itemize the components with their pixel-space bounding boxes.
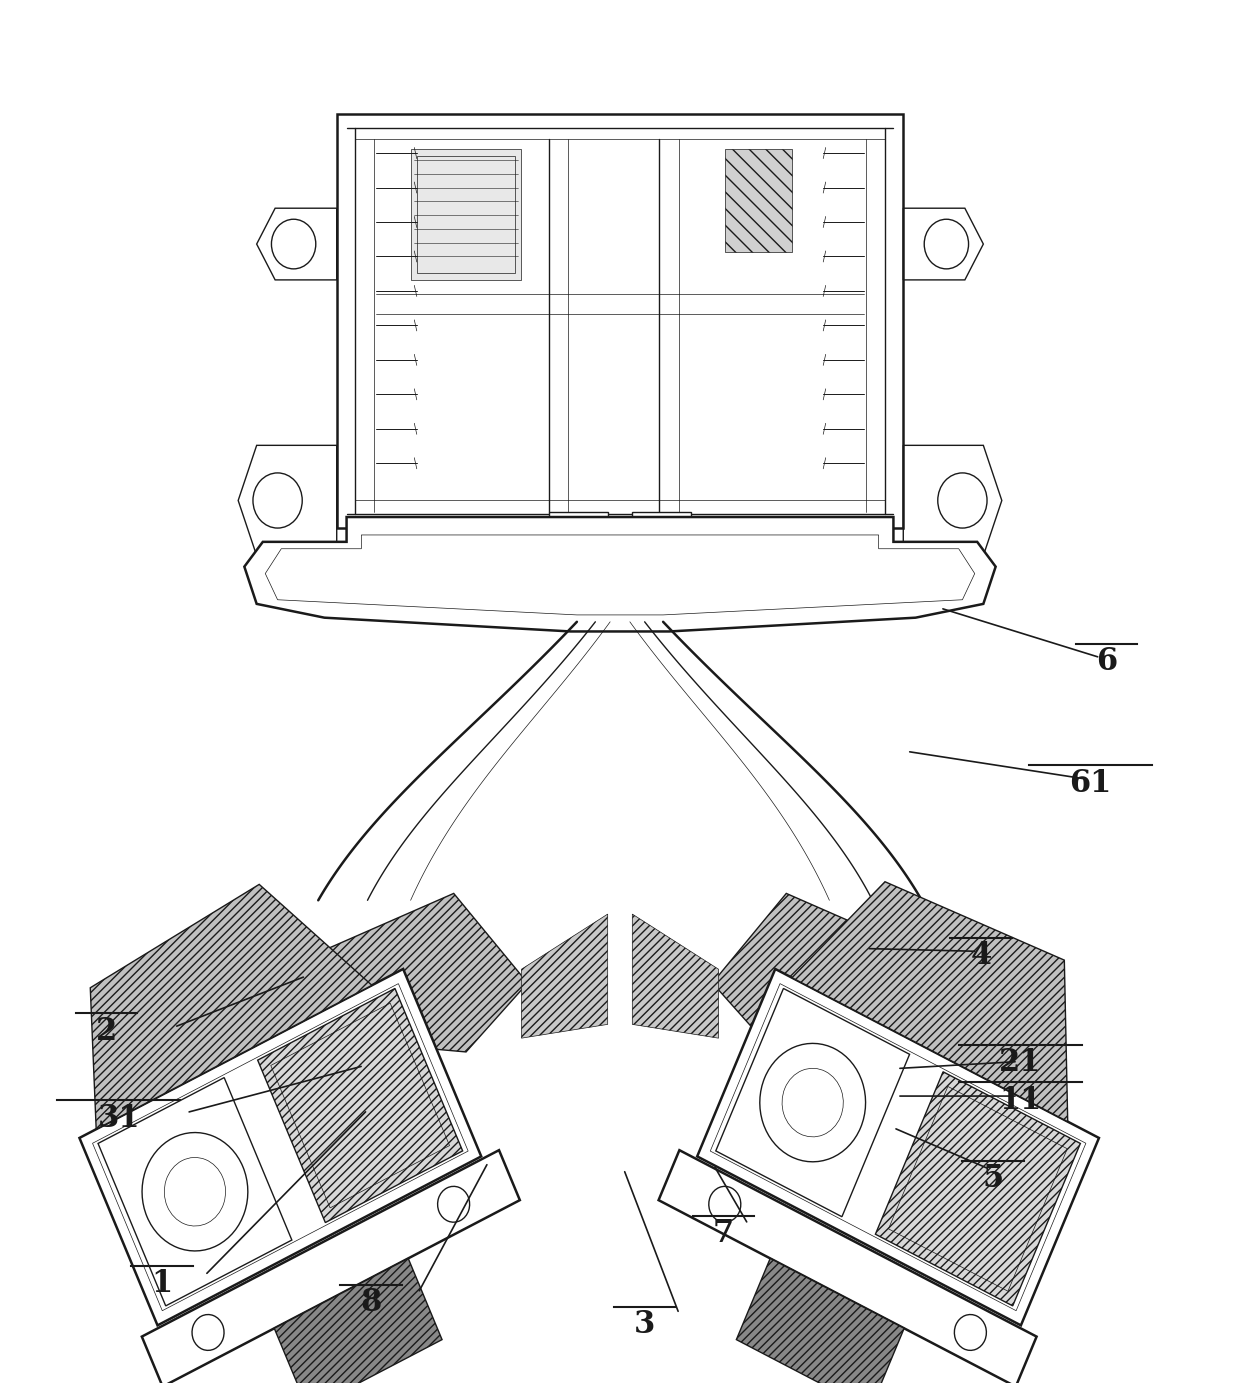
Circle shape xyxy=(709,1186,740,1222)
Bar xyxy=(724,148,792,252)
Text: 8: 8 xyxy=(361,1287,382,1319)
Polygon shape xyxy=(141,1150,520,1387)
Polygon shape xyxy=(632,914,718,1037)
Circle shape xyxy=(955,1315,986,1351)
Text: 7: 7 xyxy=(713,1218,734,1250)
Bar xyxy=(410,148,522,280)
Polygon shape xyxy=(238,893,528,1051)
Polygon shape xyxy=(244,517,996,631)
Bar xyxy=(640,520,684,578)
Polygon shape xyxy=(792,882,1068,1122)
Circle shape xyxy=(192,1315,224,1351)
Polygon shape xyxy=(712,893,1002,1051)
Bar xyxy=(417,155,516,273)
Polygon shape xyxy=(91,885,372,1129)
Text: 61: 61 xyxy=(1069,767,1111,799)
Polygon shape xyxy=(658,1150,1037,1387)
Text: 21: 21 xyxy=(999,1047,1042,1079)
Bar xyxy=(548,512,608,587)
Polygon shape xyxy=(875,1072,1080,1307)
Text: 6: 6 xyxy=(1096,646,1117,677)
Polygon shape xyxy=(79,970,481,1326)
Polygon shape xyxy=(522,914,608,1037)
Bar xyxy=(632,512,692,587)
Text: 2: 2 xyxy=(95,1015,117,1047)
Text: 5: 5 xyxy=(982,1164,1003,1194)
Text: 31: 31 xyxy=(98,1103,140,1133)
Bar xyxy=(556,520,600,578)
Text: 1: 1 xyxy=(151,1268,172,1300)
Circle shape xyxy=(438,1186,470,1222)
Polygon shape xyxy=(737,1258,904,1387)
Polygon shape xyxy=(274,1258,441,1387)
Text: 4: 4 xyxy=(970,940,992,971)
Polygon shape xyxy=(697,970,1099,1326)
Polygon shape xyxy=(258,989,463,1222)
Text: 3: 3 xyxy=(634,1309,655,1340)
Text: 11: 11 xyxy=(999,1085,1042,1115)
